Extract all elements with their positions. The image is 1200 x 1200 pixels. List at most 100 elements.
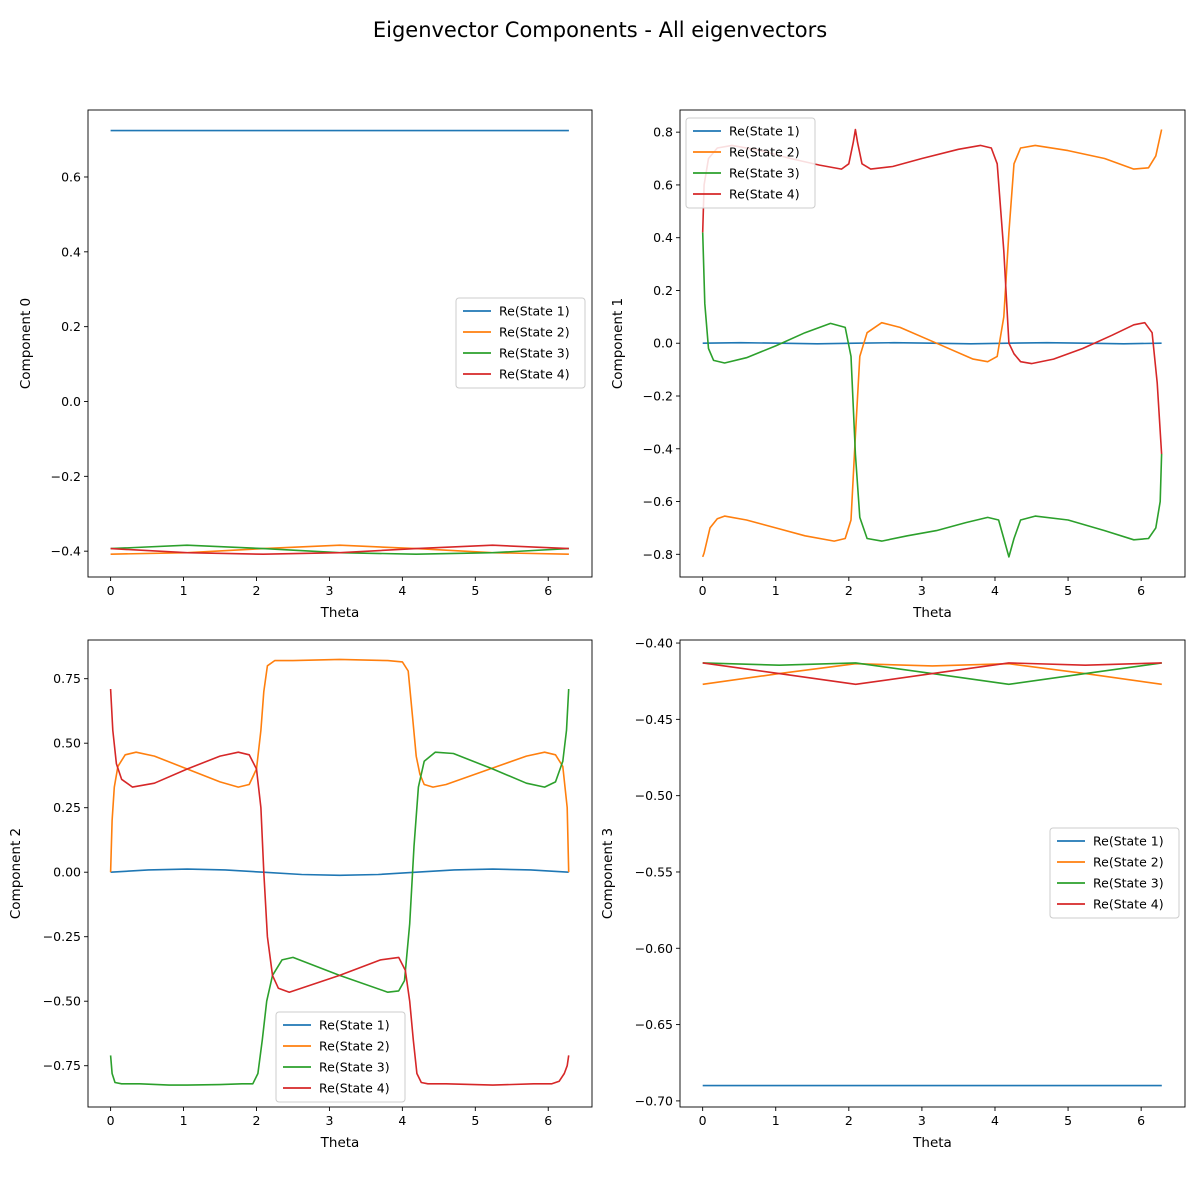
series-line-state-4 — [702, 662, 1162, 686]
axes-area: 0 1 2 3 4 5 6 −0.75 −0.50 −0.25 0.00 0.25 0.50 0.75 Th… — [8, 639, 593, 1151]
legend-box — [1049, 827, 1180, 919]
subplot-component-0: 0 1 2 3 4 5 6 −0.4 −0.2 0.0 0.2 0.4 0.6 Theta Componen… — [18, 109, 593, 621]
subplot-component-3: 0 1 2 3 4 5 6 −0.70 −0.65 −0.60 −0.55 −0.50 −0.45 −0.… — [600, 636, 1186, 1151]
y-tick-label: −0.45 — [635, 712, 673, 727]
legend-box — [455, 297, 586, 389]
legend-box — [685, 117, 816, 209]
y-tick-label: −0.70 — [635, 1093, 673, 1108]
x-tick-label: 1 — [772, 583, 780, 598]
x-axis-label: Theta — [320, 1135, 360, 1151]
x-tick-label: 4 — [398, 583, 406, 598]
y-tick-label: −0.25 — [43, 929, 81, 944]
y-tick-label: −0.50 — [43, 994, 81, 1009]
legend-label-state-1: Re(State 1) — [319, 1018, 390, 1033]
y-axis-label: Component 3 — [600, 828, 616, 919]
legend-label-state-3: Re(State 3) — [499, 346, 570, 361]
x-tick-label: 6 — [1137, 583, 1145, 598]
legend-label-state-1: Re(State 1) — [499, 304, 570, 319]
y-tick-label: 0.6 — [61, 169, 81, 184]
y-tick-label: 0.8 — [653, 125, 673, 140]
x-tick-label: 6 — [544, 583, 552, 598]
y-tick-label: −0.50 — [635, 788, 673, 803]
series-line-state-1 — [110, 868, 569, 877]
x-tick-label: 0 — [699, 1113, 707, 1128]
x-tick-label: 0 — [107, 583, 115, 598]
x-tick-label: 5 — [471, 1113, 479, 1128]
x-tick-label: 5 — [1064, 1113, 1072, 1128]
y-tick-label: 0.6 — [653, 177, 673, 192]
legend-box — [275, 1011, 406, 1103]
y-tick-label: −0.60 — [635, 941, 673, 956]
y-tick-label: 0.25 — [53, 800, 81, 815]
legend-label-state-4: Re(State 4) — [499, 367, 570, 382]
series-line-state-3 — [701, 232, 1163, 558]
x-tick-label: 4 — [991, 1113, 999, 1128]
y-tick-label: −0.40 — [635, 636, 673, 651]
legend-label-state-4: Re(State 4) — [1093, 897, 1164, 912]
y-tick-label: 0.4 — [61, 244, 81, 259]
legend: Re(State 1) Re(State 2) Re(State 3) Re(Stat… — [1049, 827, 1180, 919]
x-tick-label: 2 — [845, 583, 853, 598]
y-tick-label: −0.65 — [635, 1017, 673, 1032]
x-tick-label: 4 — [991, 583, 999, 598]
y-tick-label: 0.0 — [61, 394, 81, 409]
axes-area: 0 1 2 3 4 5 6 −0.8 −0.6 −0.4 −0.2 0.0 0.2 0.4 0.6 0.8 Th… — [610, 109, 1186, 621]
x-tick-label: 2 — [845, 1113, 853, 1128]
legend-label-state-4: Re(State 4) — [319, 1081, 390, 1096]
y-tick-label: 0.0 — [653, 336, 673, 351]
axes-frame — [679, 639, 1186, 1108]
series-line-state-4 — [110, 544, 569, 555]
y-tick-label: −0.4 — [643, 441, 673, 456]
legend-label-state-4: Re(State 4) — [729, 187, 800, 202]
legend: Re(State 1) Re(State 2) Re(State 3) Re(Stat… — [275, 1011, 406, 1103]
x-tick-label: 2 — [253, 1113, 261, 1128]
subplot-component-1: 0 1 2 3 4 5 6 −0.8 −0.6 −0.4 −0.2 0.0 0.2 0.4 0.6 0.8 Th… — [610, 109, 1186, 621]
series-line-state-1 — [702, 341, 1162, 345]
y-tick-label: −0.75 — [43, 1058, 81, 1073]
x-tick-label: 1 — [180, 583, 188, 598]
legend-label-state-2: Re(State 2) — [499, 325, 570, 340]
y-axis-label: Component 0 — [18, 298, 34, 389]
series-line-state-2 — [701, 129, 1163, 558]
y-tick-label: −0.2 — [51, 469, 81, 484]
y-tick-label: 0.2 — [653, 283, 673, 298]
x-tick-label: 5 — [1064, 583, 1072, 598]
legend-label-state-3: Re(State 3) — [1093, 876, 1164, 891]
axes-area: 0 1 2 3 4 5 6 −0.4 −0.2 0.0 0.2 0.4 0.6 Theta Componen… — [18, 109, 593, 621]
y-tick-label: 0.2 — [61, 319, 81, 334]
y-tick-label: −0.55 — [635, 864, 673, 879]
legend-label-state-3: Re(State 3) — [729, 166, 800, 181]
subplot-component-2: 0 1 2 3 4 5 6 −0.75 −0.50 −0.25 0.00 0.25 0.50 0.75 Th… — [8, 639, 593, 1151]
y-tick-label: −0.8 — [643, 547, 673, 562]
series-line-state-2 — [109, 658, 570, 873]
x-tick-label: 6 — [1137, 1113, 1145, 1128]
x-tick-label: 3 — [325, 1113, 333, 1128]
axes-area: 0 1 2 3 4 5 6 −0.70 −0.65 −0.60 −0.55 −0.50 −0.45 −0.… — [600, 636, 1186, 1151]
x-axis-label: Theta — [912, 1135, 952, 1151]
axes-frame — [87, 109, 593, 578]
x-tick-label: 1 — [772, 1113, 780, 1128]
legend: Re(State 1) Re(State 2) Re(State 3) Re(Stat… — [455, 297, 586, 389]
y-axis-label: Component 1 — [610, 298, 626, 389]
x-tick-label: 3 — [918, 583, 926, 598]
x-tick-label: 0 — [699, 583, 707, 598]
x-tick-label: 0 — [107, 1113, 115, 1128]
y-tick-label: 0.50 — [53, 736, 81, 751]
legend-label-state-2: Re(State 2) — [729, 145, 800, 160]
legend-label-state-1: Re(State 1) — [729, 124, 800, 139]
legend-label-state-3: Re(State 3) — [319, 1060, 390, 1075]
x-axis-label: Theta — [912, 605, 952, 621]
y-tick-label: −0.4 — [51, 544, 81, 559]
x-tick-label: 5 — [471, 583, 479, 598]
y-tick-label: −0.6 — [643, 494, 673, 509]
y-tick-label: 0.75 — [53, 671, 81, 686]
axes-frame — [87, 639, 593, 1108]
legend: Re(State 1) Re(State 2) Re(State 3) Re(Stat… — [685, 117, 816, 209]
y-tick-label: −0.2 — [643, 389, 673, 404]
y-tick-label: 0.4 — [653, 230, 673, 245]
legend-label-state-1: Re(State 1) — [1093, 834, 1164, 849]
x-tick-label: 2 — [253, 583, 261, 598]
legend-label-state-2: Re(State 2) — [319, 1039, 390, 1054]
x-tick-label: 4 — [398, 1113, 406, 1128]
x-axis-label: Theta — [320, 605, 360, 621]
